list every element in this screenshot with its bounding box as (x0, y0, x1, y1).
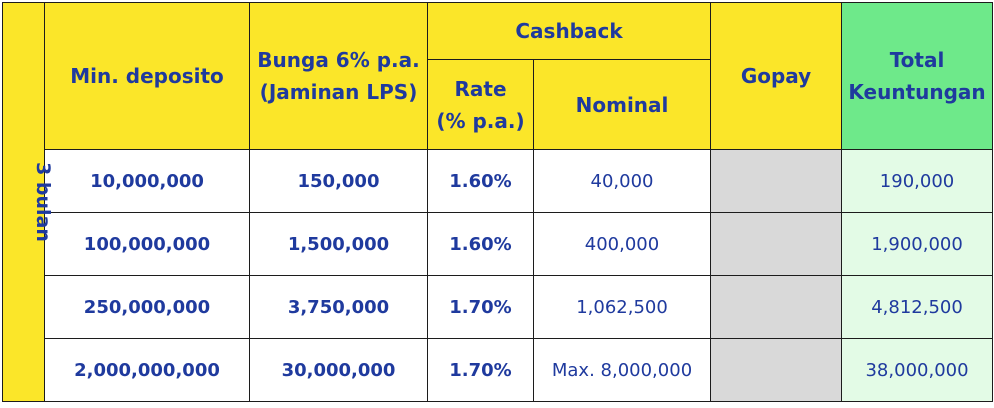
total-cell: 38,000,000 (841, 338, 994, 402)
rate-cell: 1.70% (427, 275, 534, 339)
header-total-line2: Keuntungan (848, 80, 986, 104)
gopay-cell (710, 275, 843, 339)
header-bunga: Bunga 6% p.a. (Jaminan LPS) (249, 2, 428, 150)
total-cell: 190,000 (841, 149, 994, 213)
min-deposito-cell: 10,000,000 (44, 149, 250, 213)
min-deposito-cell: 250,000,000 (44, 275, 250, 339)
header-rate-line1: Rate (454, 76, 507, 101)
header-nominal: Nominal (532, 59, 712, 150)
nominal-cell: Max. 8,000,000 (532, 338, 712, 402)
header-total: Total Keuntungan (841, 2, 994, 150)
total-cell: 4,812,500 (841, 275, 994, 339)
bunga-cell: 3,750,000 (249, 275, 428, 339)
table-row: 2,000,000,000 30,000,000 1.70% Max. 8,00… (3, 338, 994, 402)
nominal-cell: 1,062,500 (532, 275, 712, 339)
header-bunga-line1: Bunga 6% p.a. (257, 48, 420, 72)
total-cell: 1,900,000 (841, 212, 994, 276)
header-min-deposito: Min. deposito (44, 2, 250, 150)
table-row: 10,000,000 150,000 1.60% 40,000 190,000 (3, 149, 994, 213)
table-row: 250,000,000 3,750,000 1.70% 1,062,500 4,… (3, 275, 994, 339)
header-total-line1: Total (889, 48, 945, 72)
period-label-cell: 3 bulan (2, 2, 54, 402)
min-deposito-cell: 100,000,000 (44, 212, 250, 276)
header-rate: Rate (% p.a.) (427, 59, 534, 150)
rate-cell: 1.60% (427, 149, 534, 213)
header-rate-line2: (% p.a.) (436, 108, 525, 133)
deposit-table: 3 bulan Min. deposito Bunga 6% p.a. (Jam… (2, 2, 994, 402)
header-cashback: Cashback (426, 2, 712, 60)
header-bunga-line2: (Jaminan LPS) (259, 80, 418, 104)
nominal-cell: 400,000 (532, 212, 712, 276)
rate-cell: 1.70% (427, 338, 534, 402)
bunga-cell: 1,500,000 (249, 212, 428, 276)
table-row: 100,000,000 1,500,000 1.60% 400,000 1,90… (3, 212, 994, 276)
header-gopay: Gopay (710, 2, 843, 150)
bunga-cell: 30,000,000 (249, 338, 428, 402)
gopay-cell (710, 212, 843, 276)
gopay-cell (710, 149, 843, 213)
rate-cell: 1.60% (427, 212, 534, 276)
min-deposito-cell: 2,000,000,000 (44, 338, 250, 402)
period-label: 3 bulan (31, 162, 54, 242)
nominal-cell: 40,000 (532, 149, 712, 213)
bunga-cell: 150,000 (249, 149, 428, 213)
gopay-cell (710, 338, 843, 402)
